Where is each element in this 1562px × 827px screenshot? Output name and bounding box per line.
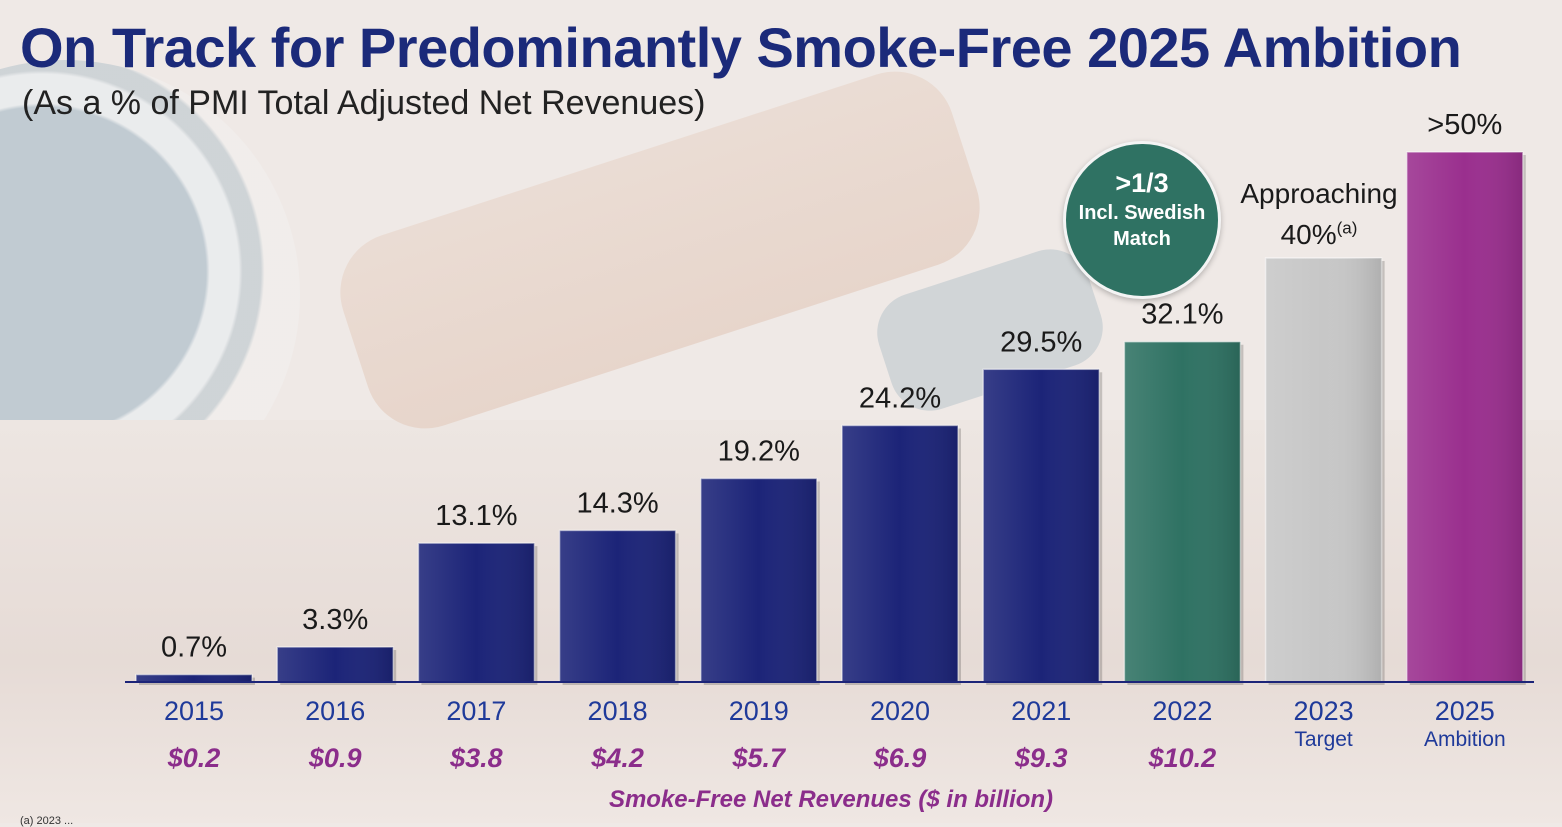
revenue-label-2018: $4.2 [590, 743, 644, 773]
revenue-label-2019: $5.7 [732, 743, 788, 773]
bar-shine-2025 [1406, 152, 1523, 682]
value-label-2019: 19.2% [718, 435, 800, 467]
revenue-label-2017: $3.8 [449, 743, 503, 773]
x-tick-2017: 2017 [446, 696, 506, 726]
revenue-label-2020: $6.9 [873, 743, 927, 773]
badge-line-3: Match [1113, 228, 1171, 250]
target-note-footnote-mark: (a) [1336, 218, 1358, 238]
x-tick-2015: 2015 [164, 696, 224, 726]
value-label-2021: 29.5% [1000, 326, 1082, 358]
revenue-label-2022: $10.2 [1148, 743, 1217, 773]
x-sublabel-2023: Target [1294, 728, 1353, 751]
x-tick-2019: 2019 [729, 696, 789, 726]
x-tick-2018: 2018 [588, 696, 648, 726]
value-label-2022: 32.1% [1141, 299, 1223, 331]
page-title: On Track for Predominantly Smoke-Free 20… [20, 16, 1462, 79]
value-label-2018: 14.3% [576, 487, 658, 519]
page-subtitle: (As a % of PMI Total Adjusted Net Revenu… [22, 84, 706, 122]
value-label-2020: 24.2% [859, 382, 941, 414]
bar-shine-2015 [136, 674, 252, 682]
badge-line-2: Incl. Swedish [1078, 202, 1206, 224]
value-label-2025: >50% [1427, 109, 1502, 141]
bar-shine-2020 [842, 425, 958, 682]
target-2023-note: Approaching 40%(a) [1232, 174, 1406, 255]
x-tick-2016: 2016 [305, 696, 365, 726]
target-note-value: 40% [1280, 218, 1337, 250]
swedish-match-badge: >1/3 Incl. Swedish Match [1063, 141, 1221, 299]
x-tick-2025: 2025 [1435, 696, 1495, 726]
badge-fraction: >1/3 [1115, 168, 1169, 198]
bar-shine-2017 [418, 543, 535, 682]
bar-shine-2019 [700, 478, 817, 682]
revenue-label-2015: $0.2 [167, 743, 221, 773]
revenue-label-2021: $9.3 [1014, 743, 1068, 773]
target-note-value-line: 40%(a) [1232, 215, 1406, 256]
revenue-caption: Smoke-Free Net Revenues ($ in billion) [608, 786, 1054, 813]
x-tick-2022: 2022 [1152, 696, 1212, 726]
revenue-label-2016: $0.9 [308, 743, 362, 773]
badge-text: Incl. Swedish Match [1066, 200, 1218, 252]
bar-shine-2016 [277, 647, 394, 682]
bar-shine-2018 [559, 530, 676, 682]
target-note-approaching: Approaching [1240, 178, 1398, 209]
bar-shine-2022 [1124, 341, 1241, 682]
value-label-2016: 3.3% [302, 604, 368, 636]
x-sublabel-2025: Ambition [1424, 728, 1506, 751]
bar-shine-2021 [983, 369, 1100, 682]
value-label-2017: 13.1% [435, 500, 517, 532]
x-tick-2023: 2023 [1294, 696, 1354, 726]
x-tick-2021: 2021 [1011, 696, 1071, 726]
value-label-2015: 0.7% [161, 632, 227, 664]
x-tick-2020: 2020 [870, 696, 930, 726]
bar-shine-2023 [1265, 258, 1382, 682]
footnote: (a) 2023 ... [20, 815, 74, 827]
